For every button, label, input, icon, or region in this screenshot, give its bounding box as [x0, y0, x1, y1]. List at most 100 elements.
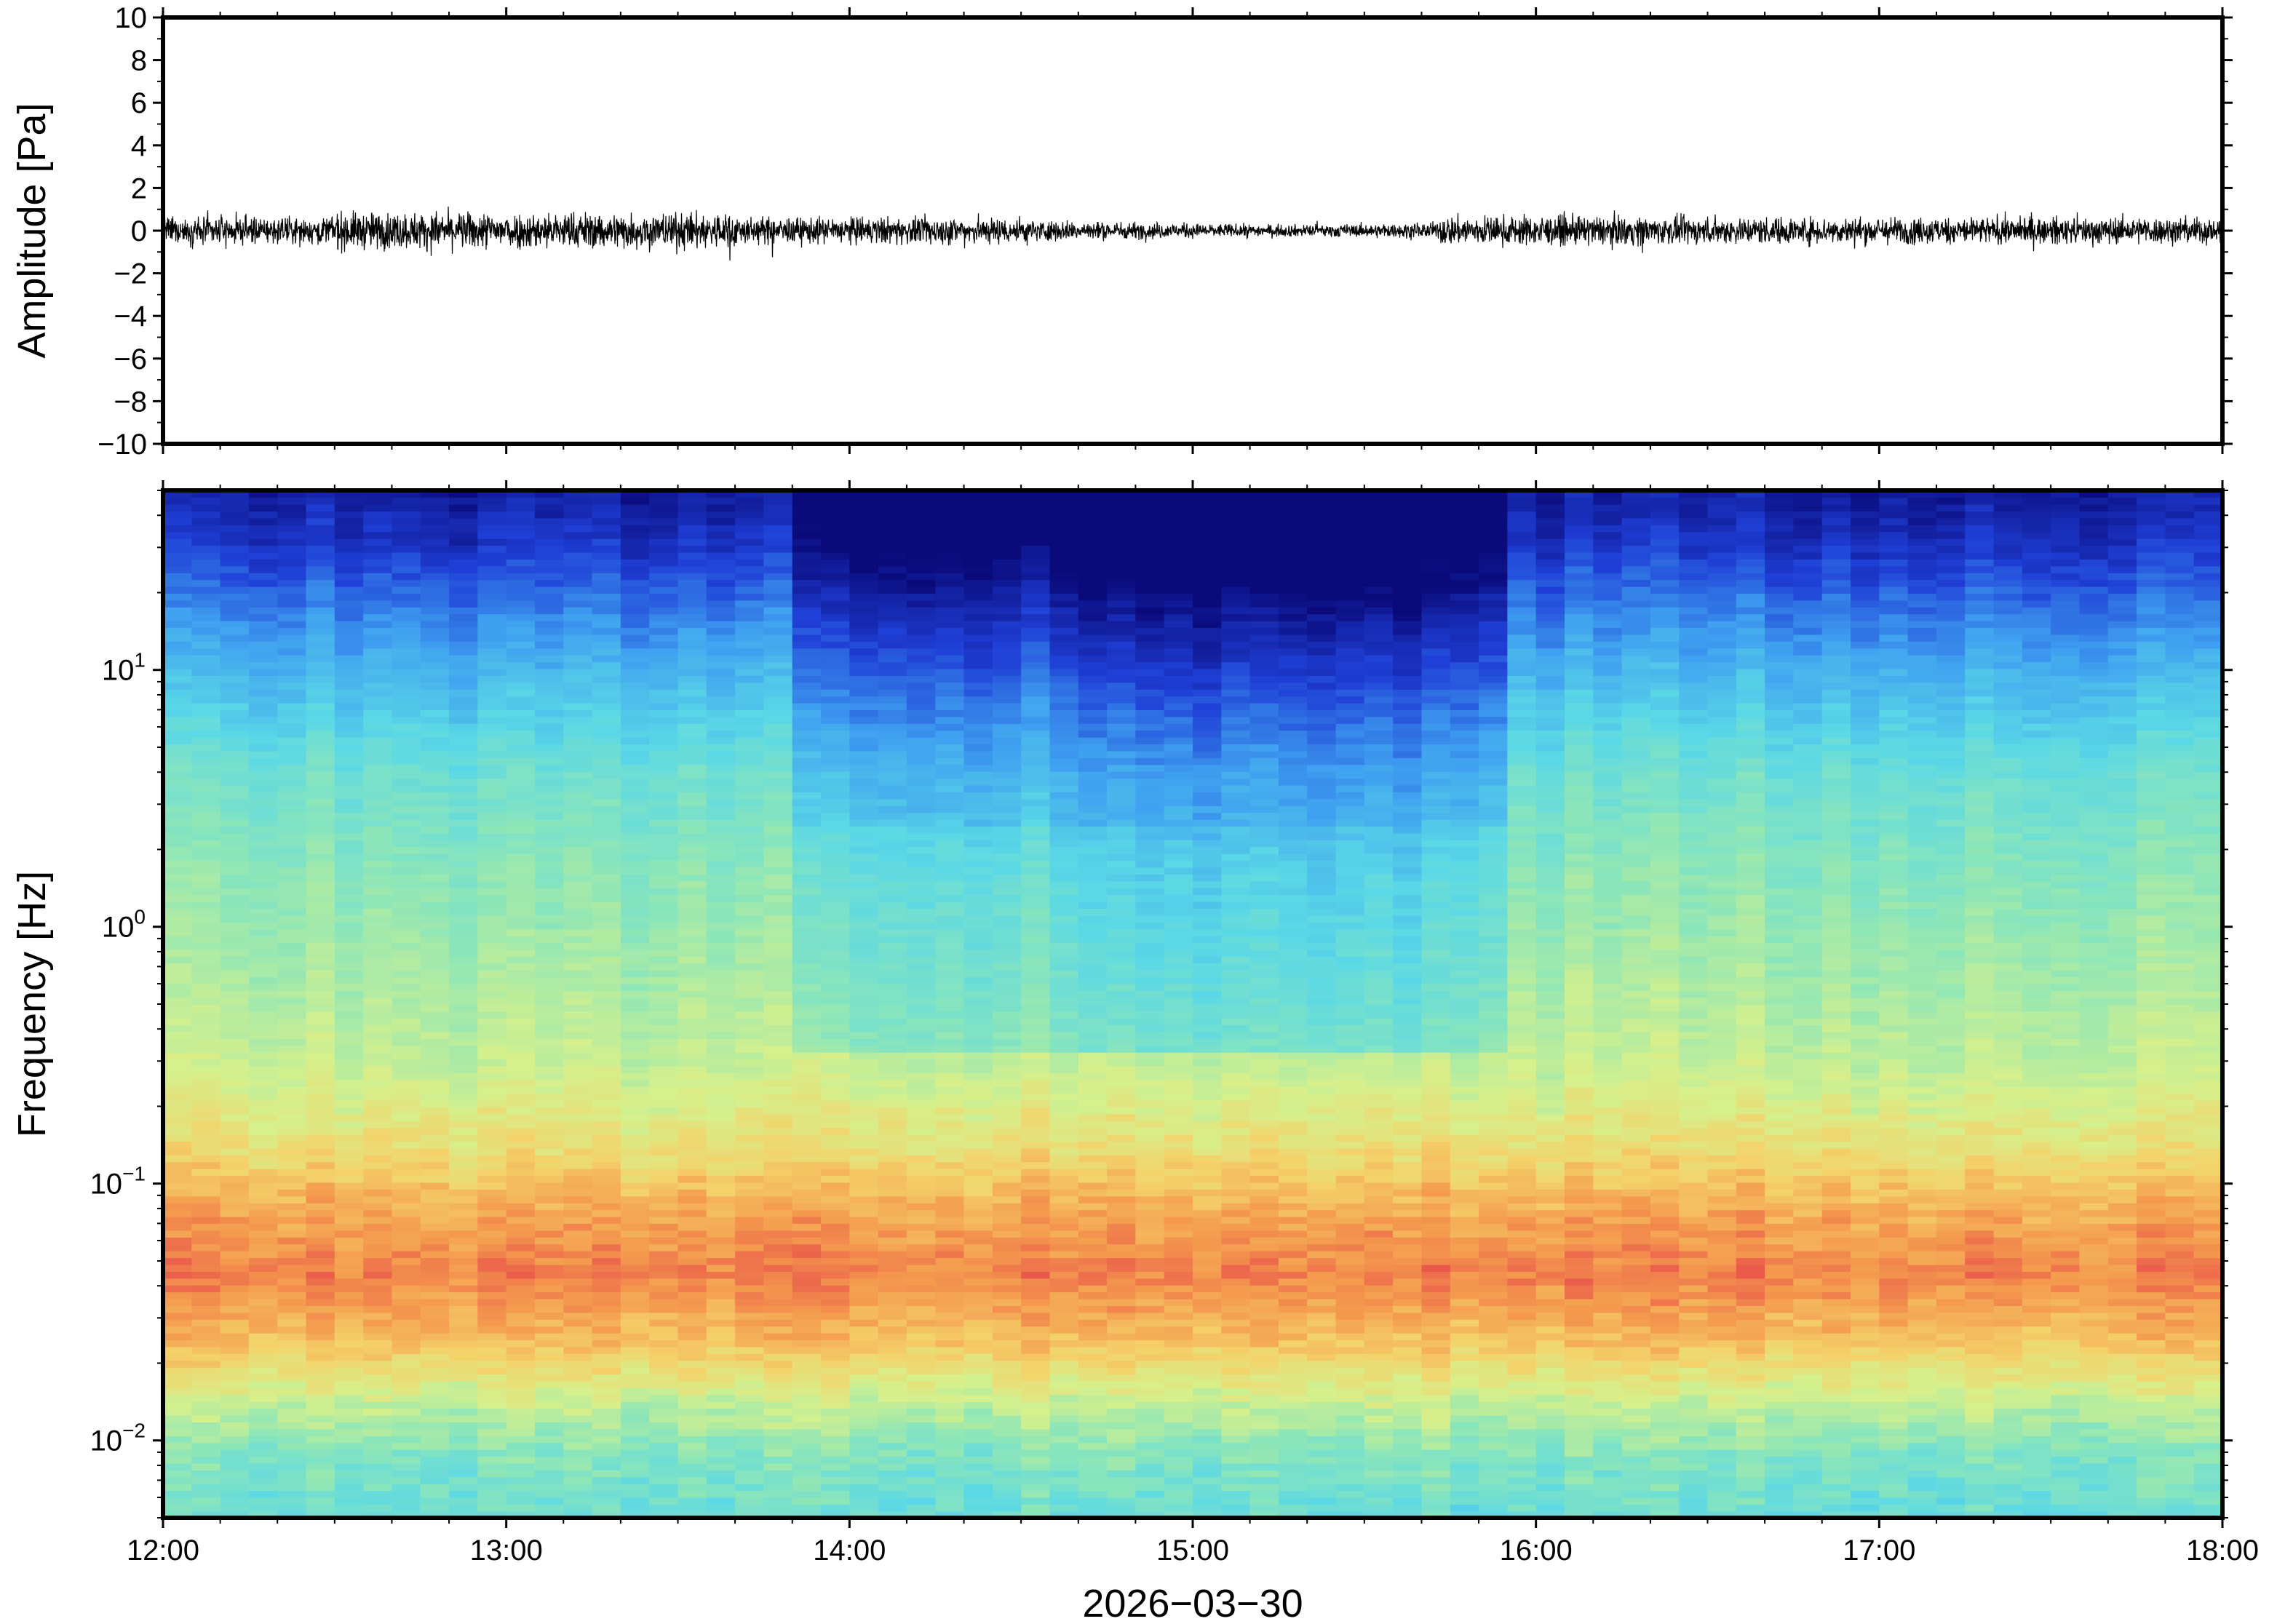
spectrogram-cell	[1021, 1428, 1051, 1436]
spectrogram-cell	[735, 887, 765, 896]
spectrogram-cell	[878, 736, 907, 745]
spectrogram-cell	[592, 1360, 621, 1368]
spectrogram-cell	[963, 1031, 993, 1039]
spectrogram-cell	[677, 771, 707, 779]
spectrogram-cell	[706, 688, 736, 697]
spectrogram-cell	[449, 1510, 479, 1518]
spectrogram-cell	[534, 1462, 565, 1470]
spectrogram-cell	[477, 661, 507, 669]
spectrogram-cell	[849, 1243, 879, 1251]
spectrogram-cell	[248, 1107, 279, 1115]
spectrogram-cell	[620, 1093, 650, 1101]
spectrogram-cell	[706, 1305, 736, 1313]
spectrogram-cell	[220, 1374, 250, 1382]
spectrogram-cell	[735, 490, 765, 498]
spectrogram-cell	[792, 1401, 822, 1409]
spectrogram-cell	[821, 1394, 851, 1402]
spectrogram-cell	[563, 511, 593, 519]
spectrogram-cell	[992, 1141, 1022, 1149]
spectrogram-cell	[334, 1099, 364, 1107]
spectrogram-cell	[592, 1182, 621, 1190]
spectrogram-cell	[1021, 1024, 1051, 1032]
spectrogram-cell	[420, 860, 450, 868]
spectrogram-cell	[506, 1346, 536, 1354]
spectrogram-cell	[163, 490, 193, 498]
spectrogram-cell	[620, 1284, 650, 1293]
spectrogram-cell	[620, 613, 650, 621]
spectrogram-cell	[306, 1291, 335, 1299]
spectrogram-cell	[363, 682, 393, 690]
spectrogram-cell	[506, 1264, 536, 1272]
spectrogram-cell	[306, 497, 335, 505]
spectrogram-cell	[878, 559, 907, 567]
spectrogram-cell	[906, 867, 937, 875]
spectrogram-cell	[677, 1127, 707, 1135]
spectrogram-cell	[706, 812, 736, 820]
spectrogram-cell	[1021, 1072, 1051, 1080]
spectrogram-cell	[248, 1257, 279, 1265]
spectrogram-cell	[392, 1332, 421, 1341]
spectrogram-cell	[706, 1326, 736, 1334]
spectrogram-cell	[592, 894, 621, 902]
spectrogram-cell	[821, 1189, 851, 1197]
spectrogram-cell	[677, 1216, 707, 1225]
spectrogram-cell	[363, 915, 393, 923]
spectrogram-cell	[649, 949, 679, 957]
spectrogram-cell	[963, 1155, 993, 1163]
spectrogram-cell	[620, 812, 650, 820]
spectrogram-cell	[992, 764, 1022, 772]
spectrogram-cell	[1049, 860, 1079, 868]
spectrogram-cell	[420, 1059, 450, 1067]
spectrogram-cell	[992, 545, 1022, 553]
spectrogram-cell	[420, 1332, 450, 1341]
spectrogram-cell	[534, 1449, 565, 1457]
spectrogram-cell	[363, 764, 393, 772]
spectrogram-cell	[620, 709, 650, 717]
spectrogram-cell	[706, 525, 736, 533]
spectrogram-cell	[563, 565, 593, 573]
spectrogram-cell	[935, 1510, 965, 1518]
spectrogram-cell	[649, 497, 679, 505]
spectrogram-cell	[649, 1051, 679, 1060]
spectrogram-cell	[306, 826, 335, 834]
spectrogram-cell	[592, 1113, 621, 1121]
spectrogram-cell	[449, 1093, 479, 1101]
spectrogram-cell	[363, 552, 393, 560]
spectrogram-cell	[277, 1298, 307, 1306]
spectrogram-cell	[1021, 778, 1051, 786]
spectrogram-cell	[763, 1264, 793, 1272]
spectrogram-cell	[1021, 1449, 1051, 1457]
spectrogram-cell	[220, 613, 250, 621]
spectrogram-cell	[592, 1470, 621, 1478]
spectrogram-cell	[935, 1209, 965, 1217]
spectrogram-cell	[1021, 1011, 1051, 1019]
spectrogram-cell	[220, 1127, 250, 1135]
spectrogram-cell	[1021, 525, 1051, 533]
spectrogram-cell	[277, 736, 307, 745]
spectrogram-cell	[592, 1250, 621, 1259]
spectrogram-cell	[392, 1483, 421, 1492]
spectrogram-cell	[1078, 1394, 1108, 1402]
spectrogram-cell	[935, 497, 965, 505]
spectrogram-cell	[735, 1504, 765, 1512]
spectrogram-cell	[220, 976, 250, 984]
spectrogram-cell	[306, 1079, 335, 1087]
spectrogram-cell	[906, 928, 937, 936]
spectrogram-cell	[506, 976, 536, 984]
spectrogram-cell	[821, 1312, 851, 1320]
spectrogram-cell	[677, 1141, 707, 1149]
spectrogram-cell	[220, 641, 250, 649]
spectrogram-cell	[963, 1271, 993, 1279]
spectrogram-cell	[248, 990, 279, 998]
spectrogram-cell	[677, 1332, 707, 1341]
spectrogram-cell	[449, 840, 479, 848]
spectrogram-cell	[592, 545, 621, 553]
spectrogram-cell	[763, 654, 793, 663]
spectrogram-cell	[792, 1065, 822, 1073]
spectrogram-cell	[878, 517, 907, 525]
spectrogram-cell	[334, 1346, 364, 1354]
spectrogram-cell	[1049, 675, 1079, 683]
spectrogram-cell	[592, 778, 621, 786]
spectrogram-cell	[849, 1107, 879, 1115]
spectrogram-cell	[306, 983, 335, 991]
